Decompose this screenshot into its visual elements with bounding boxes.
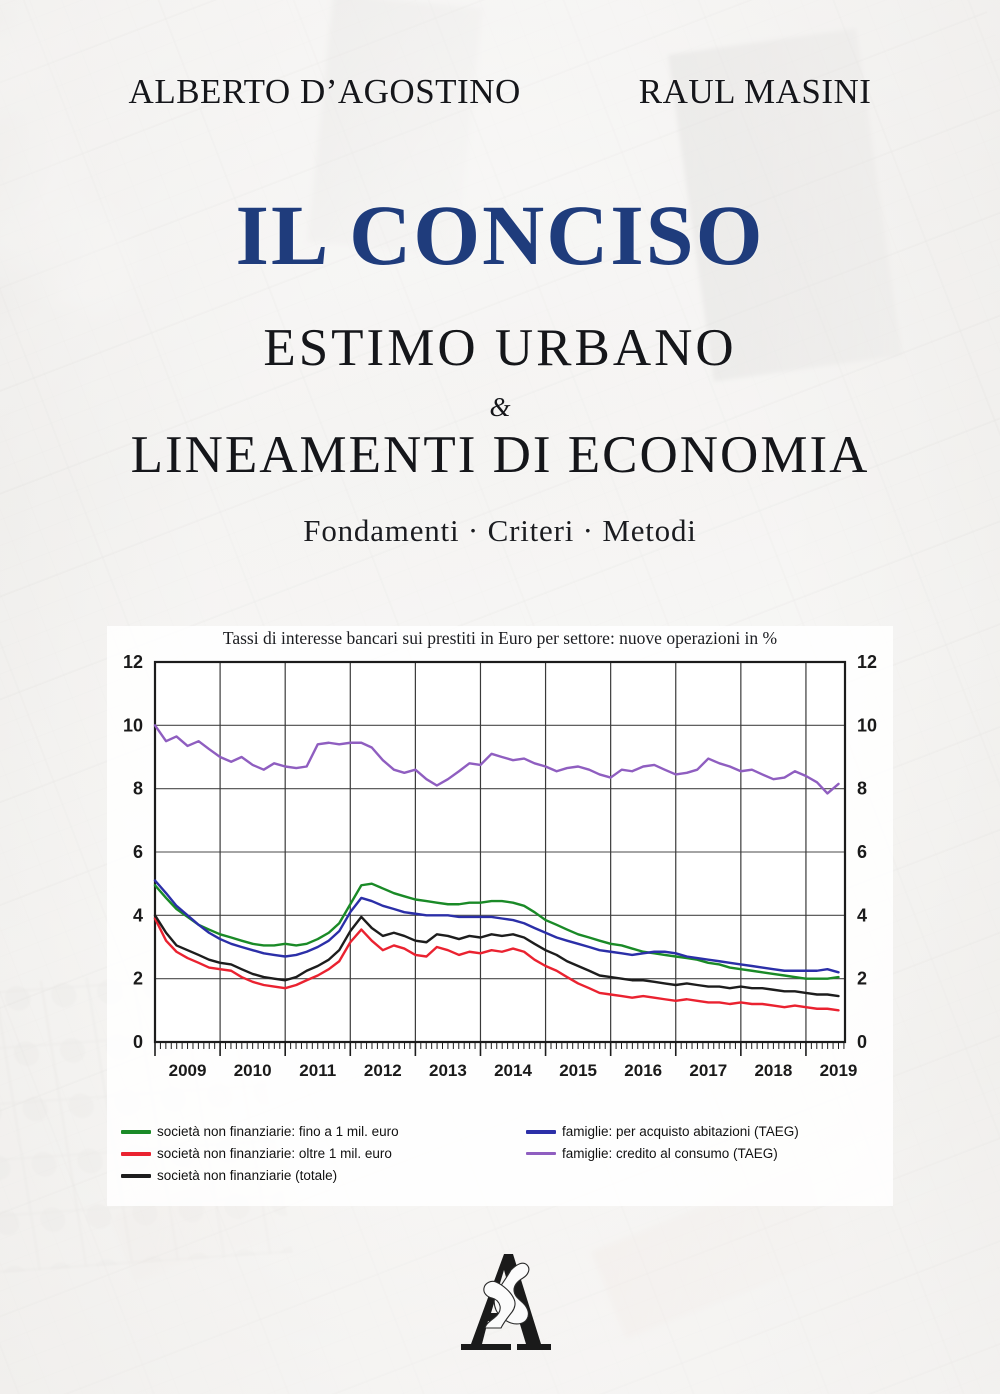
svg-text:2018: 2018 — [754, 1061, 792, 1080]
main-title: IL CONCISO — [235, 187, 765, 283]
chart-legend: società non finanziarie: fino a 1 mil. e… — [121, 1124, 881, 1183]
author-2: RAUL MASINI — [638, 72, 872, 111]
legend-item-purple: famiglie: credito al consumo (TAEG) — [525, 1146, 881, 1161]
svg-text:6: 6 — [133, 842, 143, 862]
legend-swatch-purple — [525, 1152, 556, 1155]
svg-text:12: 12 — [857, 652, 877, 672]
legend-item-black: società non finanziarie (totale) — [121, 1168, 520, 1183]
publisher-logo — [455, 1248, 555, 1360]
interest-rate-line-chart: 0 0 2 2 4 4 6 6 8 8 10 10 12 12 2009 2010 2011 2012 2013 20… — [123, 652, 877, 1080]
legend-column-right: famiglie: per acquisto abitazioni (TAEG)… — [525, 1124, 881, 1183]
svg-text:2019: 2019 — [820, 1061, 858, 1080]
svg-text:8: 8 — [133, 779, 143, 799]
legend-label-purple: famiglie: credito al consumo (TAEG) — [561, 1146, 778, 1161]
legend-label-red: società non finanziarie: oltre 1 mil. eu… — [157, 1146, 392, 1161]
svg-text:2015: 2015 — [559, 1061, 597, 1080]
svg-text:8: 8 — [857, 779, 867, 799]
legend-label-blue: famiglie: per acquisto abitazioni (TAEG) — [561, 1124, 799, 1139]
svg-text:2011: 2011 — [299, 1061, 336, 1080]
svg-text:2013: 2013 — [429, 1061, 467, 1080]
legend-swatch-red — [121, 1151, 151, 1156]
legend-item-green: società non finanziarie: fino a 1 mil. e… — [121, 1124, 520, 1139]
legend-swatch-black — [121, 1173, 151, 1178]
legend-label-black: società non finanziarie (totale) — [157, 1168, 338, 1183]
chart-title: Tassi di interesse bancari sui prestiti … — [222, 628, 778, 648]
ampersand: & — [489, 392, 511, 422]
author-1: ALBERTO D’AGOSTINO — [128, 72, 521, 111]
svg-text:2010: 2010 — [234, 1061, 272, 1080]
aracne-a-icon — [461, 1254, 551, 1350]
svg-text:6: 6 — [857, 842, 867, 862]
svg-text:0: 0 — [857, 1032, 867, 1052]
legend-column-left: società non finanziarie: fino a 1 mil. e… — [121, 1124, 520, 1183]
svg-text:12: 12 — [123, 652, 143, 672]
svg-text:2: 2 — [857, 969, 867, 989]
legend-swatch-blue — [525, 1129, 556, 1134]
subtitle-line-1: ESTIMO URBANO — [263, 319, 737, 377]
authors-line: ALBERTO D’AGOSTINO RAUL MASINI — [0, 72, 1000, 112]
svg-text:10: 10 — [857, 715, 877, 735]
legend-label-green: società non finanziarie: fino a 1 mil. e… — [157, 1124, 399, 1139]
legend-item-blue: famiglie: per acquisto abitazioni (TAEG) — [525, 1124, 881, 1139]
svg-text:4: 4 — [857, 905, 867, 925]
chart-panel: Tassi di interesse bancari sui prestiti … — [107, 626, 893, 1206]
svg-text:2014: 2014 — [494, 1061, 532, 1080]
svg-text:2016: 2016 — [624, 1061, 662, 1080]
svg-text:10: 10 — [123, 715, 143, 735]
chart-plot-area: 0 0 2 2 4 4 6 6 8 8 10 10 12 12 2009 2010 2011 2012 2013 20… — [107, 652, 893, 1102]
tagline: Fondamenti · Criteri · Metodi — [303, 513, 697, 548]
svg-text:2012: 2012 — [364, 1061, 402, 1080]
svg-text:0: 0 — [133, 1032, 143, 1052]
svg-text:2017: 2017 — [689, 1061, 727, 1080]
subtitle-line-2: LINEAMENTI DI ECONOMIA — [130, 426, 870, 484]
svg-text:2009: 2009 — [169, 1061, 207, 1080]
legend-item-red: società non finanziarie: oltre 1 mil. eu… — [121, 1146, 520, 1161]
legend-swatch-green — [121, 1129, 151, 1134]
svg-text:4: 4 — [133, 905, 143, 925]
svg-text:2: 2 — [133, 969, 143, 989]
